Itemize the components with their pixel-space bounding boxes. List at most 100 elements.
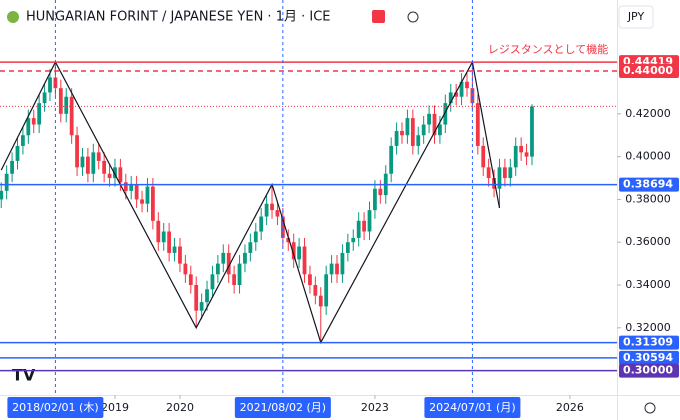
- candle-body: [513, 145, 518, 168]
- currency-button[interactable]: [618, 5, 654, 29]
- candle-body: [508, 167, 513, 179]
- candle-body: [31, 118, 36, 125]
- candle-body: [492, 178, 496, 189]
- candle-body: [503, 167, 507, 179]
- y-tick-label: 0.36000: [625, 235, 671, 248]
- candle-body: [183, 263, 188, 275]
- candle-body: [145, 186, 150, 204]
- candle-body: [10, 160, 14, 174]
- candle-body: [75, 135, 79, 168]
- candle-body: [113, 167, 117, 179]
- candle-body: [194, 285, 199, 311]
- x-tick-label: 2019: [101, 401, 129, 414]
- candle-body: [264, 203, 269, 217]
- currency-label[interactable]: JPY: [627, 10, 645, 23]
- y-tick-label: 0.38000: [625, 192, 671, 205]
- candle-body: [427, 113, 431, 125]
- x-tick-label: 2023: [361, 401, 389, 414]
- candle-body: [253, 231, 258, 243]
- candle-body: [85, 156, 90, 174]
- compare-icon: [407, 11, 419, 23]
- candle-body: [351, 237, 356, 243]
- candle-body: [205, 289, 209, 303]
- level-label-box: [619, 64, 679, 79]
- annotation: レジスタンスとして機能: [488, 42, 608, 56]
- candle-body: [4, 173, 9, 191]
- tv-logo: TV: [12, 366, 36, 385]
- candle-body: [248, 242, 253, 253]
- marker-label: 2021/08/02 (月): [240, 401, 326, 414]
- candle-body: [454, 92, 459, 97]
- candle-body: [340, 252, 345, 275]
- candle-body: [69, 96, 74, 136]
- level-label: 0.31309: [623, 336, 673, 349]
- level-label-box: [619, 363, 679, 378]
- candle-body: [237, 263, 242, 286]
- candle-body: [150, 186, 155, 221]
- candle-body: [318, 295, 323, 307]
- settings-icon[interactable]: [644, 402, 656, 414]
- candle-body: [475, 103, 480, 146]
- candle-body: [167, 231, 172, 253]
- y-tick-label: 0.42000: [625, 107, 671, 120]
- candle-body: [270, 203, 274, 211]
- candle-body: [465, 81, 469, 89]
- candle-body: [459, 81, 464, 97]
- marker-label: 2024/07/01 (月): [429, 401, 515, 414]
- candle-body: [308, 274, 312, 286]
- level-label: 0.30000: [623, 364, 673, 377]
- y-tick-label: 0.40000: [625, 150, 671, 163]
- candle-body: [129, 184, 134, 191]
- candle-body: [161, 231, 166, 243]
- candle-body: [373, 188, 377, 211]
- x-tick-label: 2020: [166, 401, 194, 414]
- candle-body: [280, 216, 285, 238]
- level-label-box: [619, 177, 679, 192]
- candle-body: [378, 188, 383, 196]
- candle-body: [400, 130, 404, 136]
- candle-body: [156, 220, 161, 243]
- candle-body: [367, 210, 372, 232]
- candle-body: [140, 199, 144, 204]
- candle-body: [405, 118, 410, 136]
- candle-body: [389, 145, 394, 174]
- candle-body: [416, 135, 421, 146]
- candle-body: [96, 152, 101, 161]
- candle-body: [259, 216, 264, 232]
- candle-body: [0, 190, 4, 200]
- candle-body: [42, 92, 47, 104]
- candle-body: [421, 124, 426, 136]
- candle-body: [243, 252, 247, 264]
- candle-body: [199, 302, 204, 311]
- candle-body: [448, 92, 453, 104]
- candle-body: [21, 135, 25, 146]
- candle-body: [356, 220, 361, 238]
- candle-body: [335, 263, 339, 275]
- candle-body: [291, 242, 296, 260]
- candle-body: [91, 152, 96, 174]
- candle-body: [53, 77, 58, 89]
- candle-body: [37, 103, 42, 125]
- candle-body: [486, 167, 491, 179]
- candle-body: [210, 274, 215, 290]
- candle-body: [302, 246, 307, 275]
- candle-body: [497, 167, 502, 189]
- candle-body: [362, 220, 366, 232]
- level-label-box: [619, 335, 679, 350]
- candle-body: [329, 263, 334, 275]
- candle-body: [102, 160, 107, 174]
- y-tick-label: 0.34000: [625, 278, 671, 291]
- candle-body: [15, 145, 20, 161]
- candle-body: [345, 242, 350, 253]
- level-label: 0.44000: [623, 64, 673, 77]
- x-tick-label: 2026: [556, 401, 584, 414]
- candle-body: [297, 246, 301, 260]
- chart-title: HUNGARIAN FORINT / JAPANESE YEN · 1月 · I…: [26, 10, 331, 25]
- candle-body: [470, 88, 475, 104]
- candle-body: [275, 210, 280, 217]
- candle-body: [123, 182, 128, 191]
- candle-body: [178, 246, 182, 264]
